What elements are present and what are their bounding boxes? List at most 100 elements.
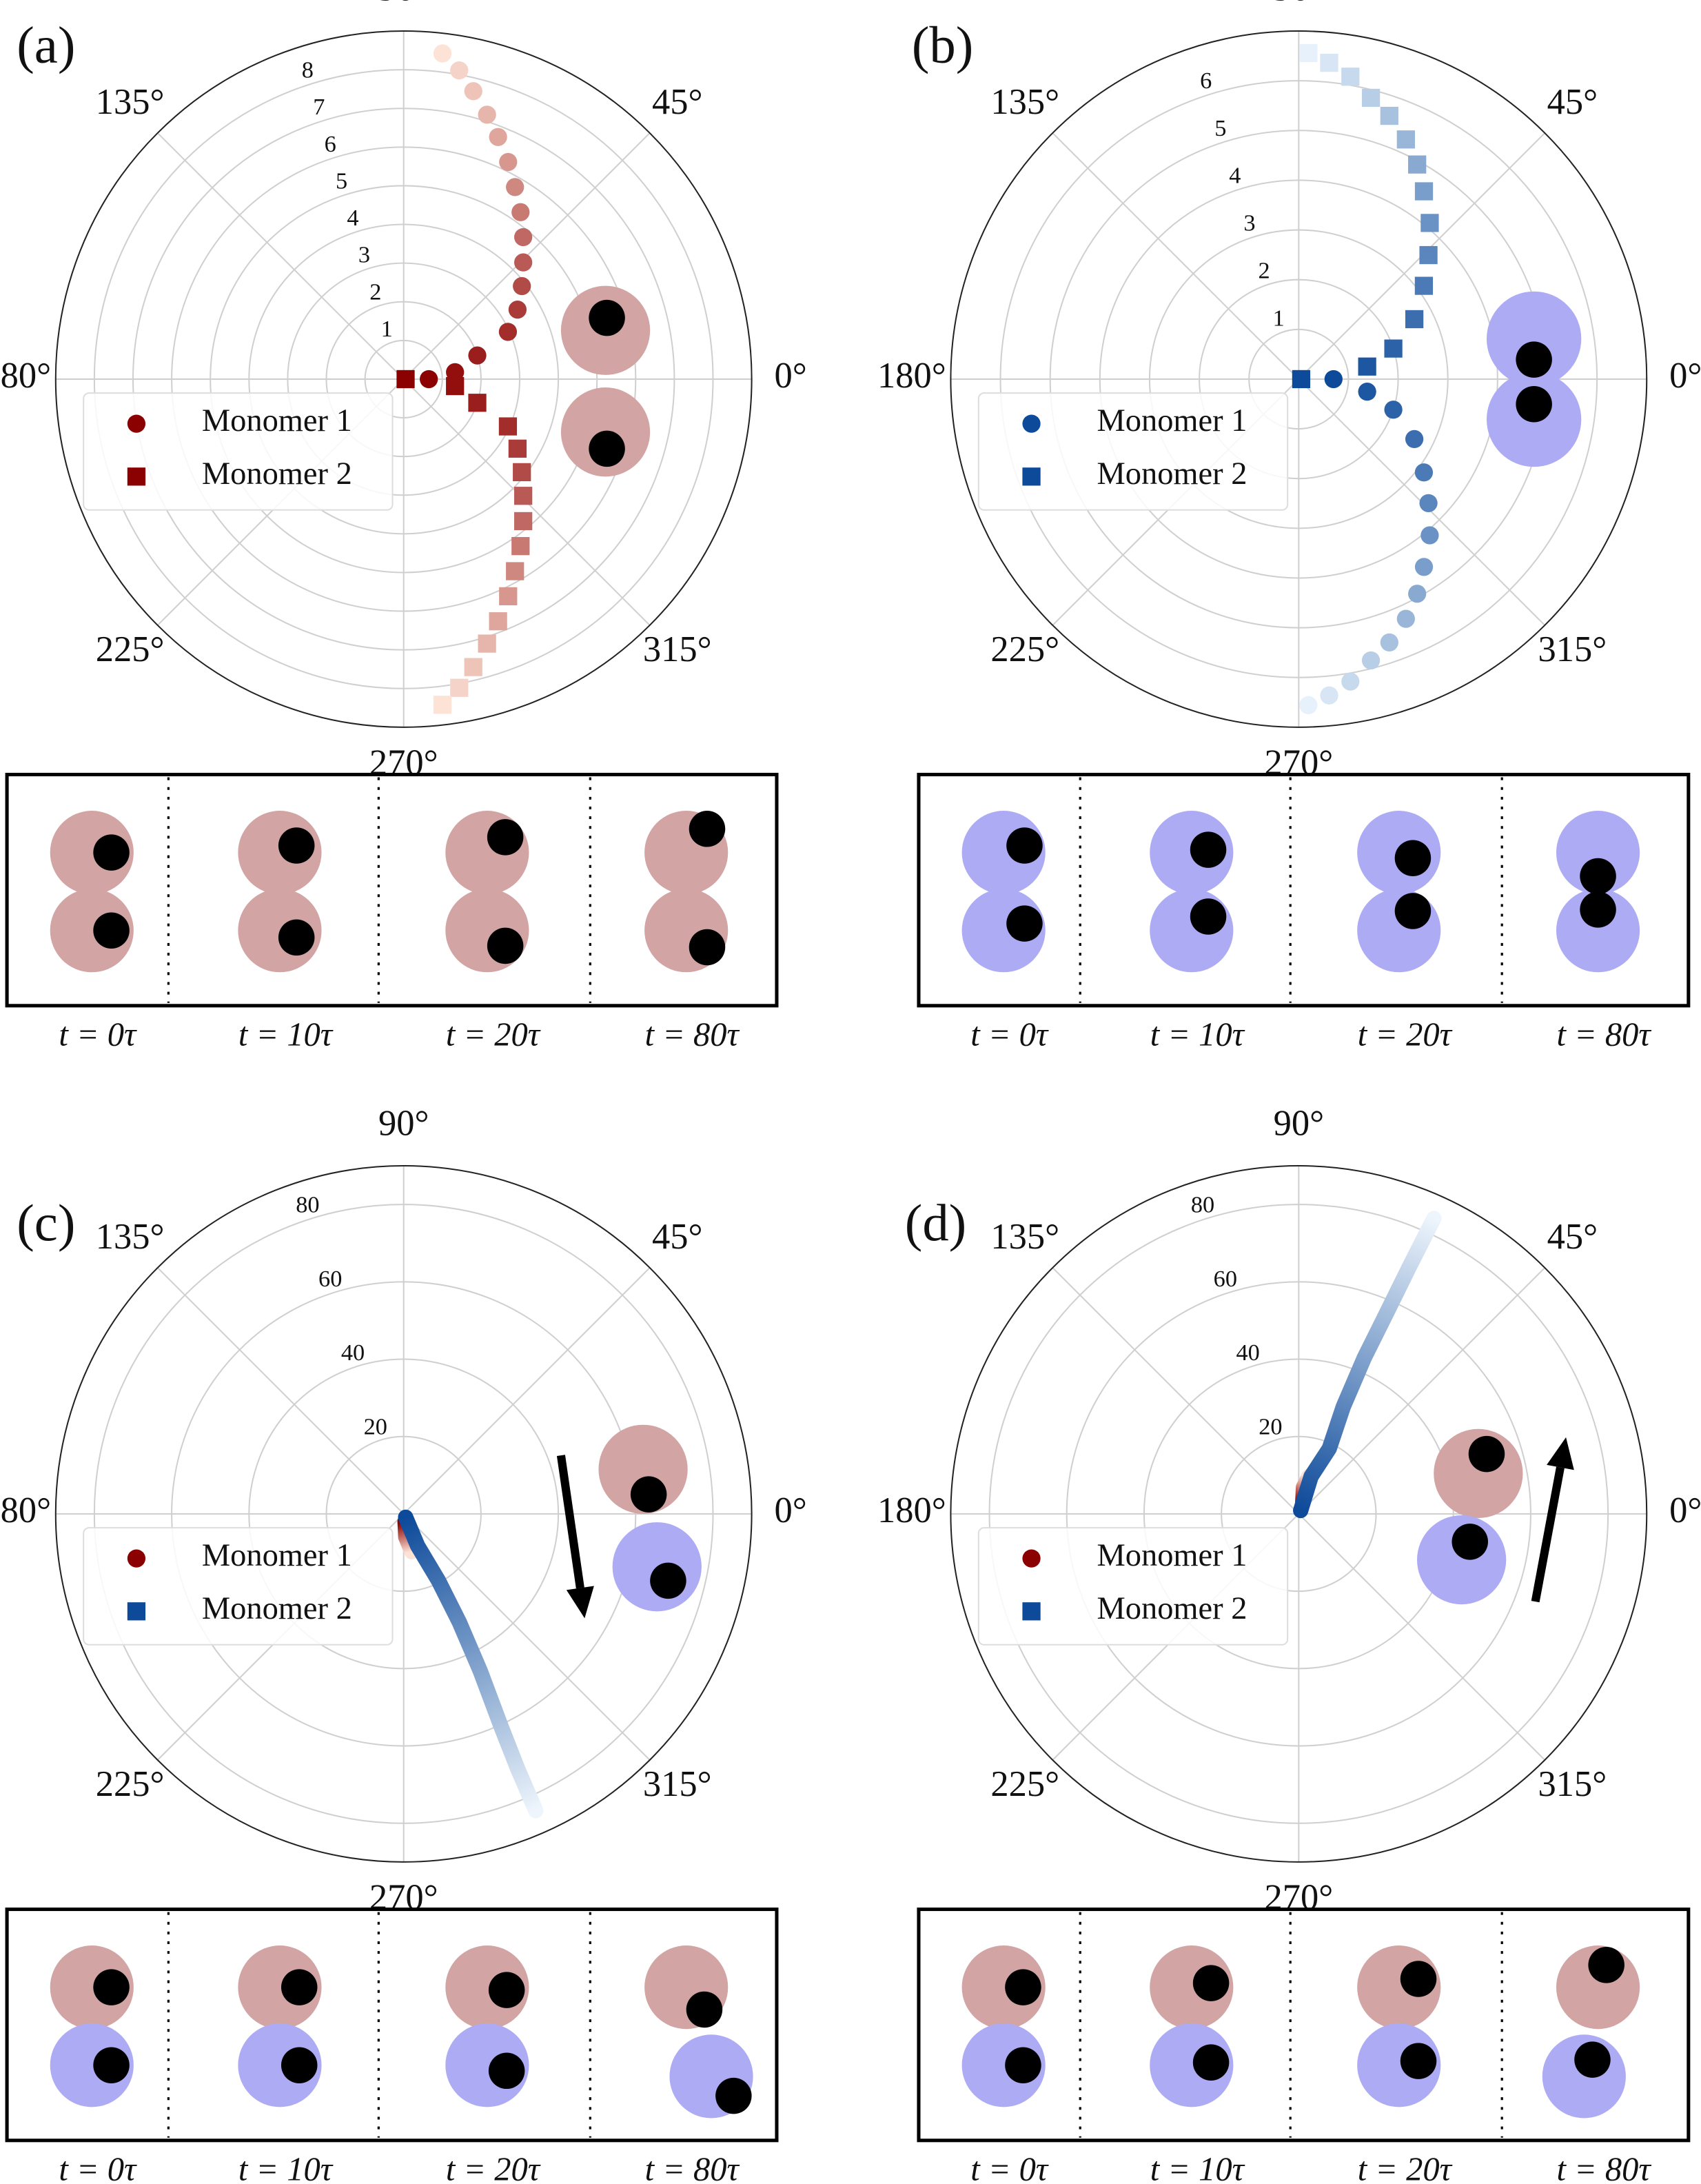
angle-tick-label: 225° [96, 1764, 165, 1804]
dimer-dot [589, 430, 625, 467]
snapshot-dot [715, 2077, 752, 2114]
legend: Monomer 1 Monomer 2 [83, 392, 394, 511]
snapshot-dot [488, 1972, 525, 2008]
radial-tick-label: 5 [336, 168, 347, 194]
circle-marker [446, 363, 465, 381]
square-marker [506, 562, 524, 580]
square-marker [1022, 467, 1041, 486]
snapshot-time-label: t = 10τ [1150, 2151, 1245, 2184]
circle-marker [1419, 494, 1438, 512]
circle-marker [1022, 414, 1041, 433]
snapshot-time-label: t = 20τ [446, 2151, 541, 2184]
polar-frame [54, 30, 753, 728]
circle-marker [1414, 558, 1434, 576]
circle-marker [513, 276, 531, 296]
angle-tick-label: 45° [652, 82, 703, 122]
dimer-dot [589, 299, 625, 336]
angle-tick-label: 45° [1547, 1217, 1598, 1257]
snapshot-dot [487, 819, 524, 856]
snapshot-dot [1006, 905, 1043, 942]
radial-tick-label: 60 [318, 1266, 342, 1292]
snapshot-time-label: t = 20τ [1358, 1016, 1453, 1053]
square-marker [1299, 43, 1318, 63]
angle-tick-label: 315° [643, 629, 712, 669]
polar-frame [54, 1165, 753, 1863]
snapshot-dot [1006, 827, 1043, 864]
snapshot-time-label: t = 0τ [59, 1016, 137, 1053]
snapshot-time-label: t = 10τ [238, 2151, 334, 2184]
snapshot-dot [93, 912, 130, 949]
arrow-head [566, 1586, 594, 1619]
snapshot-time-label: t = 10τ [238, 1016, 334, 1053]
snapshot-dot [1588, 1947, 1624, 1983]
square-marker [499, 587, 518, 606]
legend-box [977, 1527, 1289, 1646]
angle-tick-label: 135° [990, 1217, 1059, 1257]
legend-label: Monomer 2 [202, 456, 352, 492]
radial-tick-label: 8 [302, 57, 314, 83]
radial-tick-label: 3 [1243, 210, 1255, 236]
snapshot-time-label: t = 0τ [970, 2151, 1049, 2184]
angle-tick-label: 135° [96, 82, 165, 122]
square-marker [396, 370, 415, 389]
angle-grid-line [1052, 1267, 1300, 1515]
snapshot-time-label: t = 20τ [446, 1016, 541, 1053]
snapshot-dot [93, 834, 130, 871]
square-marker [498, 417, 518, 436]
snapshot-dot [1580, 858, 1616, 895]
snapshot-dot [487, 927, 524, 964]
circle-marker [1320, 686, 1338, 705]
arrow-shaft [556, 1455, 584, 1589]
angle-tick-label: 180° [0, 356, 51, 396]
snapshot-dot [1190, 898, 1227, 935]
circle-marker [508, 300, 527, 319]
dimer-bead [1486, 291, 1582, 387]
square-marker [446, 376, 465, 396]
circle-marker [514, 253, 533, 272]
snapshot-bead [445, 1945, 529, 2030]
panel: 0°45°90°135°180°225°270°315°20406080(c)M… [0, 1104, 807, 2184]
snapshot-time-label: t = 0τ [59, 2151, 137, 2184]
square-marker [489, 612, 507, 631]
radial-tick-label: 7 [313, 94, 325, 120]
angle-tick-label: 180° [877, 1490, 946, 1530]
snapshot-dot [278, 919, 315, 956]
radial-tick-label: 20 [364, 1413, 387, 1439]
angle-grid-line [1052, 132, 1300, 380]
angle-tick-label: 0° [1669, 1490, 1701, 1530]
legend: Monomer 1 Monomer 2 [977, 392, 1289, 511]
snapshot-dot [1394, 893, 1432, 929]
circle-marker [1405, 429, 1424, 449]
radial-tick-label: 80 [1191, 1191, 1214, 1217]
snapshot-dot [686, 1991, 723, 2028]
angle-tick-label: 90° [378, 1104, 429, 1144]
circle-marker [1358, 383, 1376, 401]
square-marker [1022, 1602, 1041, 1621]
circle-marker [514, 228, 533, 247]
snapshot-time-label: t = 0τ [970, 1016, 1049, 1053]
angle-tick-label: 180° [0, 1490, 51, 1530]
snapshot-dot [93, 1969, 130, 2005]
radial-tick-label: 80 [296, 1191, 319, 1217]
snapshot-dot [281, 2047, 318, 2083]
snapshot-time-label: t = 80τ [1557, 1016, 1652, 1053]
angle-tick-label: 135° [990, 82, 1059, 122]
angle-tick-label: 180° [877, 356, 946, 396]
circle-marker [489, 128, 507, 146]
angle-tick-label: 225° [96, 629, 165, 669]
snapshot-bead [1150, 2023, 1234, 2107]
circle-marker [1420, 526, 1439, 545]
snapshot-dot [689, 811, 726, 847]
circle-marker [1341, 672, 1360, 691]
trajectory-line [398, 1509, 544, 1819]
snapshot-box [5, 772, 779, 1008]
angle-tick-label: 225° [990, 629, 1059, 669]
square-marker [1405, 310, 1424, 329]
polar-frame [950, 30, 1648, 728]
snapshot-bead [50, 811, 134, 895]
snapshot-time-label: t = 80τ [1557, 2151, 1652, 2184]
circle-marker [464, 82, 482, 101]
radial-tick-label: 60 [1214, 1266, 1237, 1292]
circle-marker [478, 105, 496, 124]
